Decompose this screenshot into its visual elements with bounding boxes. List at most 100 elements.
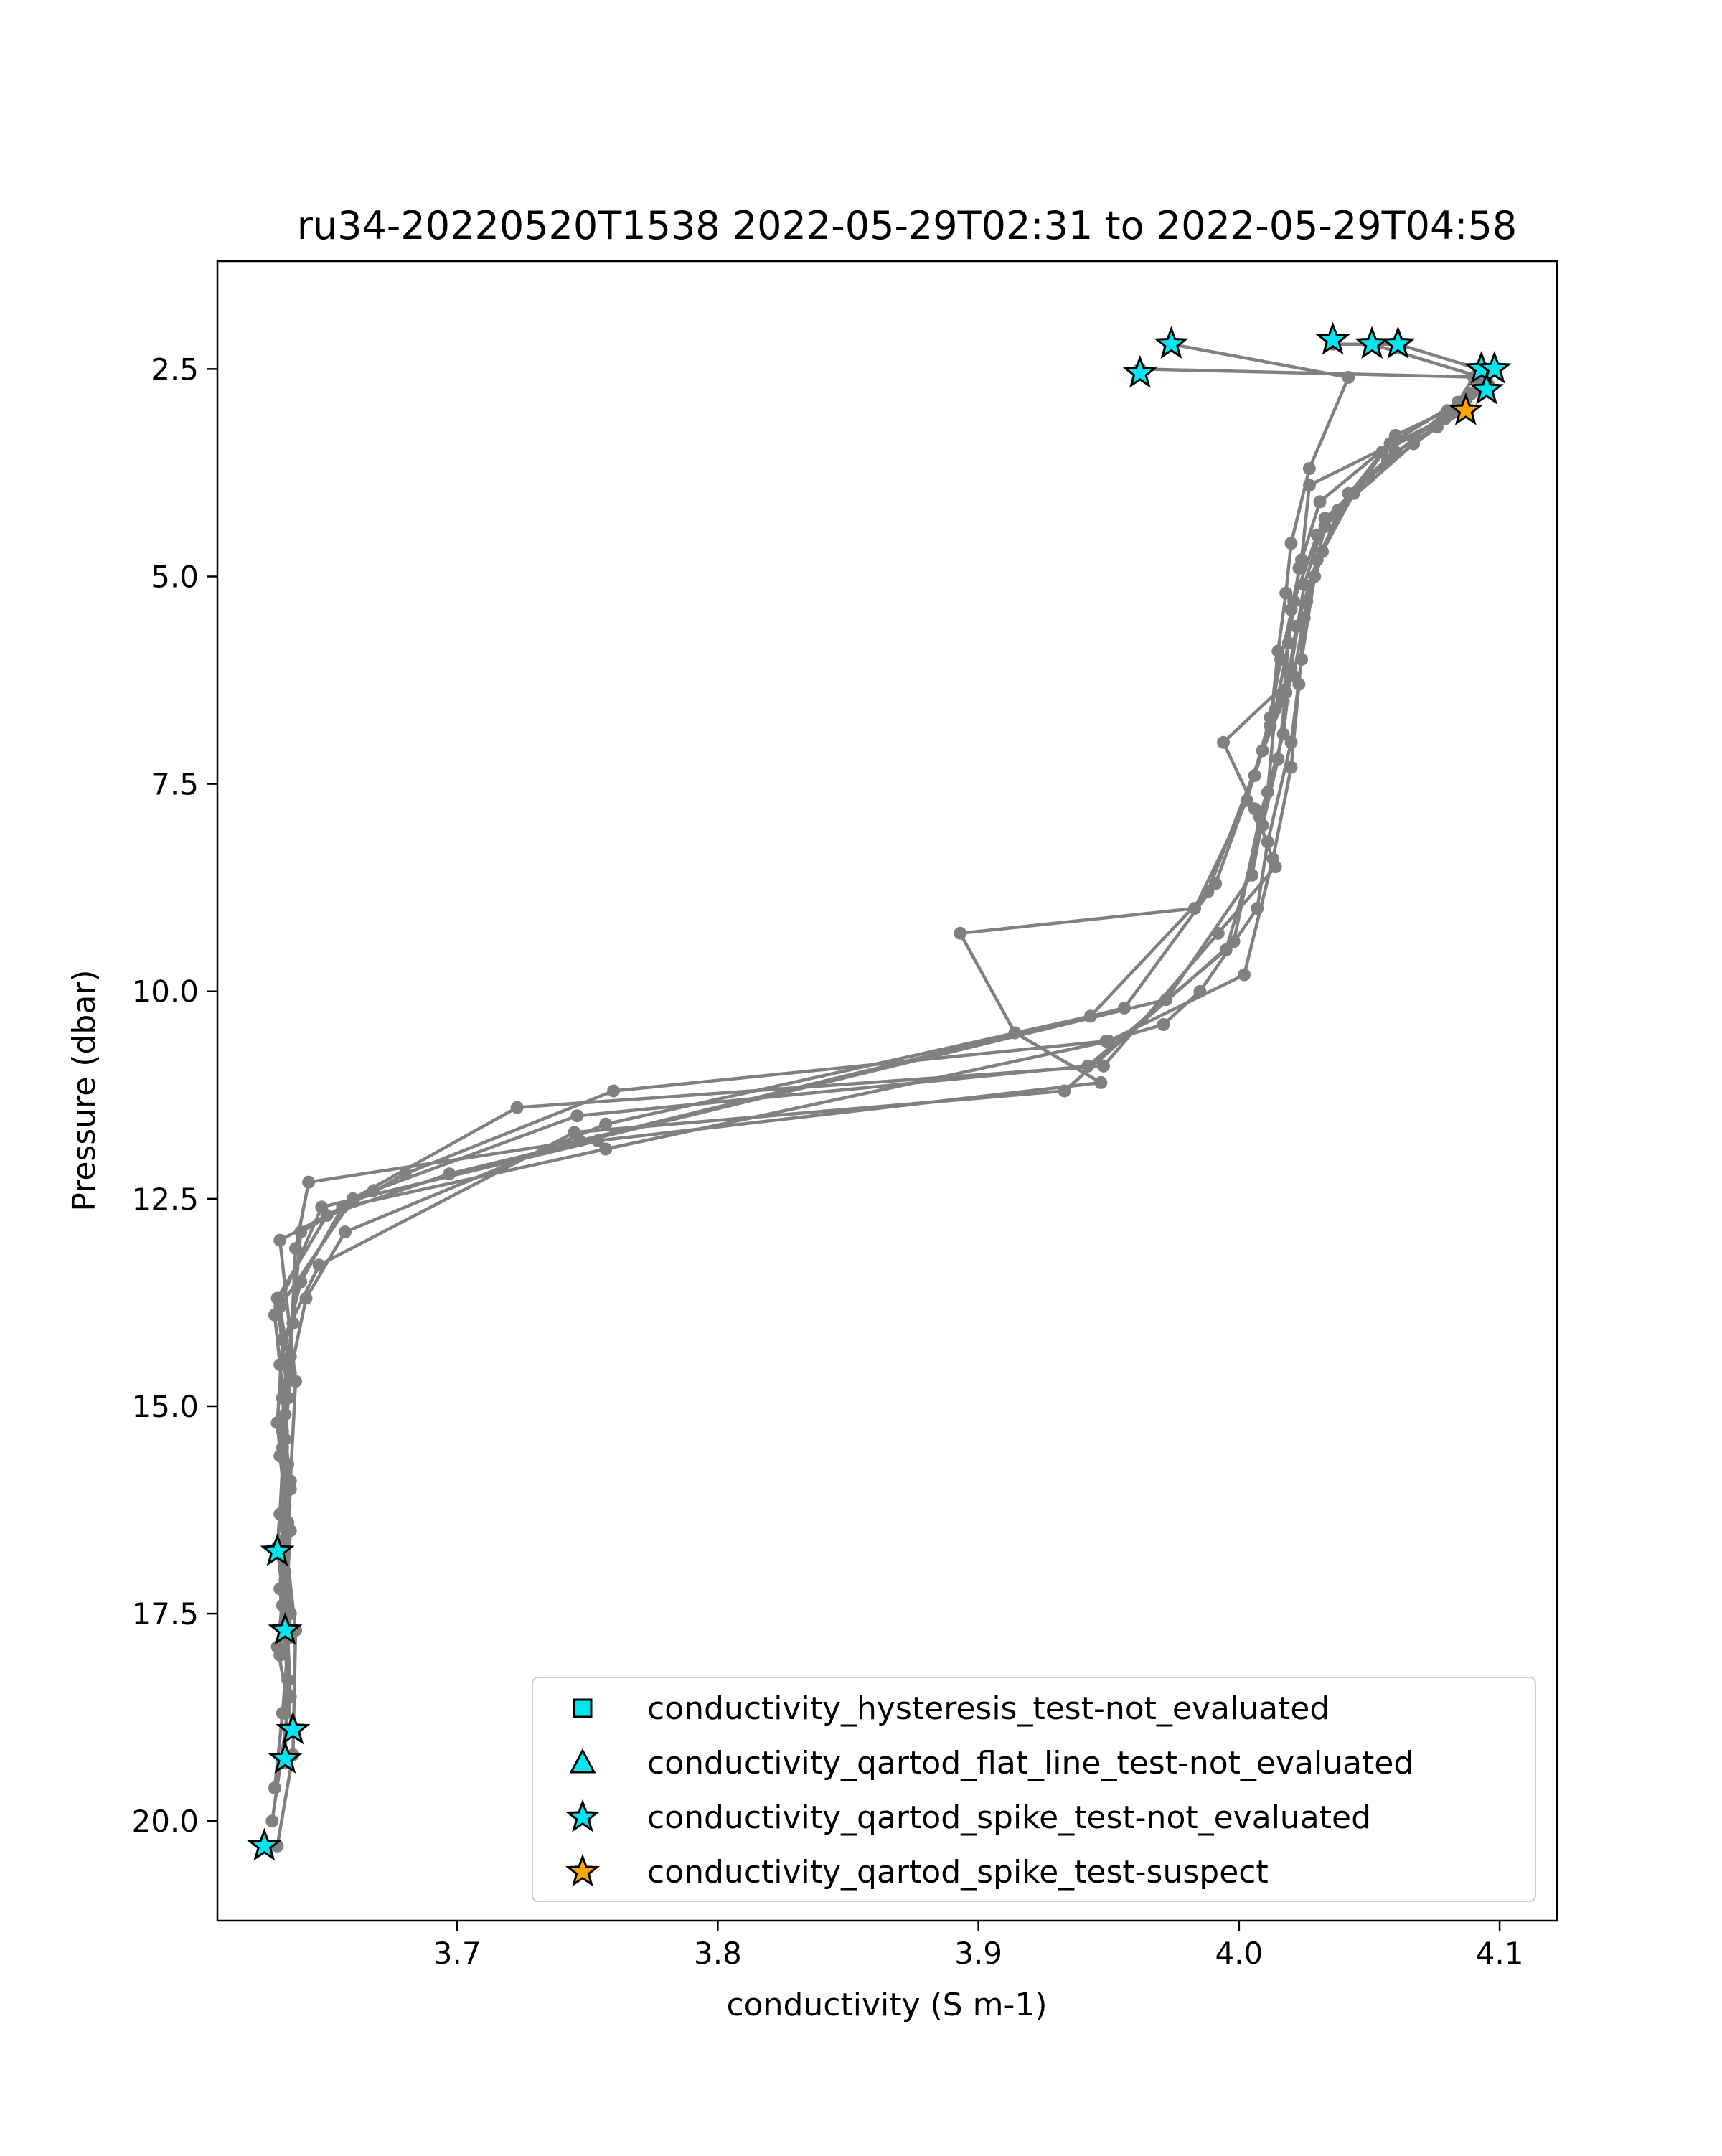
profile-5-point-11 <box>1238 968 1251 982</box>
profile-5-point-13 <box>599 1142 613 1156</box>
profile-2-point-13 <box>1157 1018 1170 1031</box>
profile-7-point-13 <box>276 1333 289 1347</box>
profile-9-point-6 <box>1274 653 1287 667</box>
flag-star-not-evaluated-4 <box>1380 326 1416 359</box>
legend-triangle-marker <box>569 1748 596 1774</box>
profile-8-point-8 <box>1083 1009 1097 1023</box>
profile-9-point-13 <box>591 1134 605 1147</box>
profile-4-point-13 <box>510 1101 524 1114</box>
profile-line-9 <box>273 384 1490 1789</box>
profile-7-point-8 <box>1253 810 1266 824</box>
flag-star-not-evaluated-13 <box>268 1741 303 1774</box>
legend-items: conductivity_hysteresis_test-not_evaluat… <box>565 1690 1413 1891</box>
legend-star-marker-3 <box>565 1799 601 1832</box>
y-tick-label-4: 10.0 <box>131 974 199 1009</box>
y-tick-label-6: 15.0 <box>131 1389 199 1424</box>
chart-title: ru34-20220520T1538 2022-05-29T02:31 to 2… <box>297 203 1517 248</box>
y-tick-label-3: 7.5 <box>151 767 199 802</box>
x-tick-label-1: 3.7 <box>433 1936 481 1971</box>
profile-9-point-8 <box>1240 794 1253 807</box>
profile-1-point-4 <box>1284 537 1298 550</box>
y-tick-label-2: 5.0 <box>151 559 199 594</box>
flag-star-not-evaluated-10 <box>260 1533 295 1566</box>
profile-5-point-12 <box>1102 1035 1116 1048</box>
profile-9-point-14 <box>315 1200 329 1214</box>
profile-2-point-15 <box>607 1084 621 1098</box>
profile-8-point-9 <box>599 1117 613 1131</box>
x-tick-label-4: 4.0 <box>1215 1936 1263 1971</box>
flag-star-not-evaluated-12 <box>276 1711 311 1745</box>
profile-9-point-19 <box>276 1706 289 1720</box>
profile-9-point-15 <box>268 1308 281 1322</box>
flag-star-not-evaluated-7 <box>1477 351 1512 384</box>
profile-1-point-3 <box>1302 462 1316 476</box>
flag-star-not-evaluated-14 <box>247 1827 282 1861</box>
flag-star-not-evaluated-11 <box>268 1611 303 1645</box>
profile-5-point-10 <box>1266 852 1280 865</box>
flag-star-not-evaluated-5 <box>1122 354 1157 388</box>
profile-8-point-12 <box>283 1366 297 1380</box>
profile-8-point-2 <box>1302 479 1316 492</box>
profile-1-point-5 <box>1279 586 1293 600</box>
flag-star-suspect-9 <box>1448 392 1483 425</box>
profile-1-point-12 <box>302 1175 316 1189</box>
profile-9-point-10 <box>954 926 967 940</box>
profile-7-point-14 <box>270 1416 284 1430</box>
profile-8-point-11 <box>299 1291 313 1305</box>
profile-4-point-12 <box>1097 1059 1110 1073</box>
profile-9-point-11 <box>1008 1026 1022 1040</box>
profile-9-point-16 <box>278 1408 292 1421</box>
profile-4-point-8 <box>1217 735 1231 749</box>
profile-5-point-9 <box>1284 761 1298 774</box>
x-tick-label-3: 3.9 <box>954 1936 1002 1971</box>
profile-5-point-19 <box>273 1648 287 1662</box>
legend-box <box>532 1677 1536 1902</box>
legend-square-marker <box>573 1698 593 1718</box>
profile-7-point-7 <box>1276 728 1290 741</box>
x-axis-ticks: 3.7 3.8 3.9 4.0 4.1 <box>433 1921 1524 1971</box>
profile-5-point-6 <box>1316 545 1330 558</box>
y-tick-label-5: 12.5 <box>131 1182 199 1217</box>
profile-5-point-8 <box>1292 677 1306 691</box>
profile-7-point-9 <box>1227 935 1241 948</box>
x-tick-label-5: 4.1 <box>1476 1936 1524 1971</box>
profile-8-point-5 <box>1276 694 1290 707</box>
profile-9-point-9 <box>1188 902 1202 915</box>
legend-label-3: conductivity_qartod_spike_test-not_evalu… <box>647 1799 1371 1836</box>
legend-label-4: conductivity_qartod_spike_test-suspect <box>647 1854 1269 1891</box>
profile-8-point-14 <box>283 1524 297 1538</box>
profile-9-point-18 <box>283 1607 297 1621</box>
profile-8-point-3 <box>1295 553 1308 567</box>
y-tick-label-7: 17.5 <box>131 1596 199 1632</box>
y-axis-label: Pressure (dbar) <box>66 969 103 1211</box>
legend-star-marker-4 <box>565 1853 601 1887</box>
profile-9-point-20 <box>268 1781 281 1794</box>
profile-9-point-3 <box>1375 446 1389 458</box>
legend-label-2: conductivity_qartod_flat_line_test-not_e… <box>647 1745 1413 1781</box>
flag-star-not-evaluated-2 <box>1315 321 1350 355</box>
flag-star-not-evaluated-8 <box>1469 372 1504 405</box>
x-axis-label: conductivity (S m-1) <box>726 1987 1047 2023</box>
profile-3-point-13 <box>570 1109 584 1123</box>
profile-9-point-4 <box>1310 528 1324 542</box>
profile-3-point-20 <box>265 1814 279 1828</box>
profile-7-point-16 <box>273 1582 287 1596</box>
legend: conductivity_hysteresis_test-not_evaluat… <box>532 1677 1536 1902</box>
profile-6-point-4 <box>1313 495 1327 509</box>
plot-area <box>247 321 1512 1861</box>
profile-9-point-12 <box>1094 1075 1108 1089</box>
profile-9-point-17 <box>273 1507 287 1521</box>
y-tick-label-8: 20.0 <box>131 1804 199 1839</box>
profile-3-point-15 <box>273 1233 287 1247</box>
profile-9-point-7 <box>1264 711 1277 725</box>
profile-9-point-5 <box>1287 595 1301 608</box>
legend-label-1: conductivity_hysteresis_test-not_evaluat… <box>647 1690 1330 1727</box>
profile-9-point-2 <box>1438 412 1452 425</box>
profile-5-point-15 <box>294 1275 308 1289</box>
y-tick-label-1: 2.5 <box>151 352 199 387</box>
y-axis-ticks: 2.5 5.0 7.5 10.0 12.5 15.0 17.5 20.0 <box>131 352 217 1839</box>
x-tick-label-2: 3.8 <box>694 1936 742 1971</box>
profile-8-point-10 <box>339 1225 352 1239</box>
